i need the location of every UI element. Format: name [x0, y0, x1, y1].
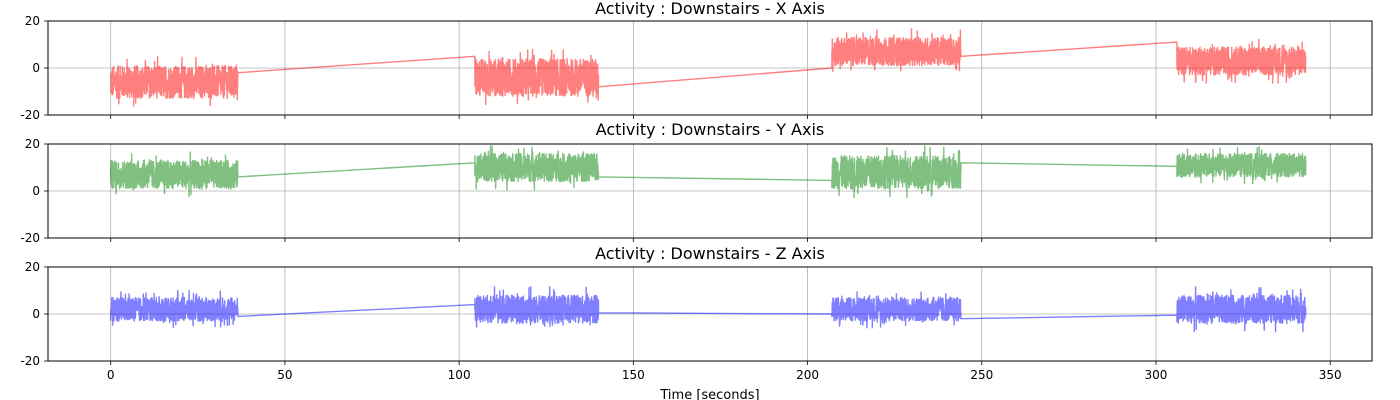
series-z — [110, 286, 1307, 333]
series-line-z — [110, 286, 1307, 333]
y-tick-label: -20 — [20, 231, 40, 245]
x-axis-label: Time [seconds] — [659, 388, 759, 400]
subplot-y-axis: Activity : Downstairs - Y Axis -20 0 20 — [20, 120, 1373, 245]
y-tick-label: 20 — [25, 137, 40, 151]
x-tick-label: 50 — [277, 368, 292, 382]
x-tick-label: 300 — [1145, 368, 1168, 382]
grid-x — [48, 20, 1372, 116]
plot-frame-x — [47, 20, 1373, 116]
ticks-x: -20 0 20 — [20, 14, 1331, 122]
plot-frame-y — [47, 143, 1373, 239]
x-tick-label: 0 — [107, 368, 115, 382]
y-tick-label: 0 — [32, 61, 40, 75]
grid-y — [48, 143, 1372, 239]
plot-frame-z — [47, 266, 1373, 362]
series-line-x — [110, 28, 1307, 107]
x-tick-label: 150 — [622, 368, 645, 382]
subplot-title-y: Activity : Downstairs - Y Axis — [596, 120, 825, 139]
x-tick-label: 250 — [970, 368, 993, 382]
y-tick-label: -20 — [20, 354, 40, 368]
series-y — [110, 145, 1307, 199]
subplot-title-x: Activity : Downstairs - X Axis — [595, 0, 825, 18]
y-tick-label: 20 — [25, 14, 40, 28]
ticks-y: -20 0 20 — [20, 137, 1331, 245]
y-tick-label: 0 — [32, 184, 40, 198]
series-x — [110, 28, 1307, 107]
x-tick-label: 200 — [796, 368, 819, 382]
x-tick-label: 100 — [448, 368, 471, 382]
x-tick-label: 350 — [1319, 368, 1342, 382]
y-tick-label: -20 — [20, 108, 40, 122]
y-tick-label: 0 — [32, 307, 40, 321]
y-tick-label: 20 — [25, 260, 40, 274]
subplot-title-z: Activity : Downstairs - Z Axis — [595, 244, 825, 263]
subplot-x-axis: Activity : Downstairs - X Axis -20 0 20 — [20, 0, 1373, 122]
series-line-y — [110, 145, 1307, 199]
